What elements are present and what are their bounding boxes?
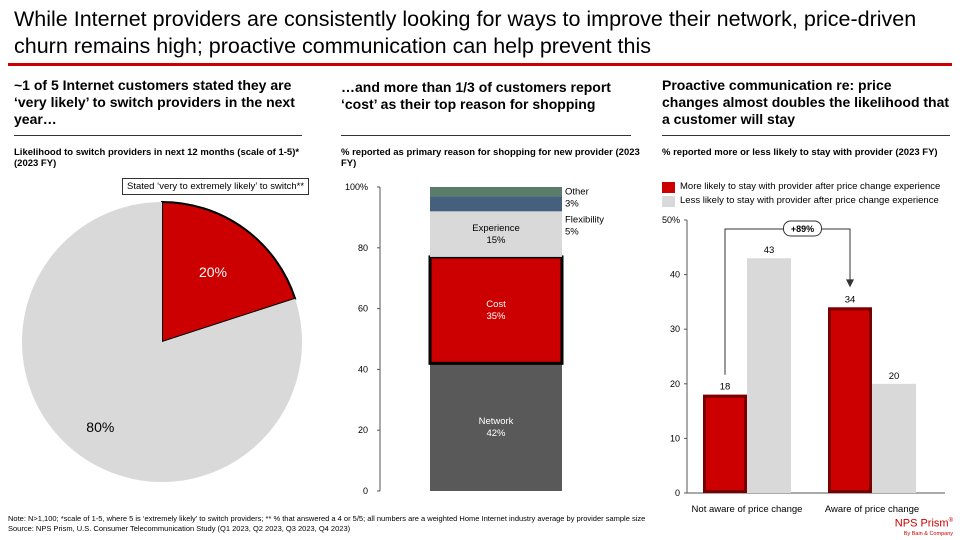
logo-mark: ®: [948, 518, 953, 524]
stack-value-other: 3%: [565, 199, 579, 210]
legend-item-more: More likely to stay with provider after …: [662, 180, 957, 194]
stack-name-cost: Cost: [486, 299, 506, 310]
stack-y-tick-4: 80: [358, 243, 368, 253]
group-bar-label-0-1: 34: [845, 294, 856, 305]
stack-value-cost: 35%: [486, 311, 506, 322]
annotation-text: +89%: [791, 224, 814, 234]
panel3-subtitle: % reported more or less likely to stay w…: [662, 147, 938, 158]
stack-y-tick-5: 100%: [345, 182, 368, 192]
legend-label-less: Less likely to stay with provider after …: [680, 195, 939, 206]
group-y-tick-5: 50%: [662, 215, 680, 225]
pie-label-0: 20%: [199, 264, 227, 280]
panel1-rule: [14, 135, 302, 136]
stack-name-flexibility: Flexibility: [565, 215, 604, 226]
panel2-heading: …and more than 1/3 of customers report ‘…: [341, 79, 611, 112]
panel2-subtitle: % reported as primary reason for shoppin…: [341, 147, 640, 169]
annotation-pill: [783, 220, 822, 237]
stack-name-other: Other: [565, 187, 589, 198]
panel3-heading: Proactive communication re: price change…: [662, 77, 950, 127]
group-y-tick-3: 30: [670, 324, 680, 334]
group-bar-less-0: [747, 258, 791, 493]
stack-name-network: Network: [479, 416, 514, 427]
group-bar-outline-0: [703, 394, 747, 493]
stack-value-flexibility: 5%: [565, 227, 579, 238]
pie-slice-gray: [22, 202, 303, 482]
stack-y-tick-2: 40: [358, 364, 368, 374]
stack-y-tick-1: 20: [358, 425, 368, 435]
logo-by: By Bain & Company: [903, 530, 953, 537]
stack-y-tick-3: 60: [358, 304, 368, 314]
pie-chart: 20% 80%: [22, 200, 303, 482]
footnote: Note: N>1,100; *scale of 1-5, where 5 is…: [8, 514, 858, 534]
group-bar-more-1: [828, 307, 872, 493]
nps-prism-logo: NPS Prism® By Bain & Company: [868, 515, 953, 538]
stack-seg-experience: [430, 211, 562, 257]
title-divider: [8, 63, 952, 66]
group-x-label-0: Not aware of price change: [692, 504, 803, 515]
group-bar-less-1: [872, 383, 916, 493]
footnote-note: Note: N>1,100; *scale of 1-5, where 5 is…: [8, 514, 646, 523]
annotation-arrowhead: [846, 279, 854, 288]
stack-name-experience: Experience: [472, 223, 520, 234]
group-x-label-1: Aware of price change: [825, 504, 919, 515]
group-bar-label-0-0: 18: [720, 382, 731, 393]
pie-slice-red: [161, 200, 297, 344]
grouped-bar-chart: 0 10 20 30 40 50% 18 43 Not aware of price chang…: [662, 215, 945, 515]
panel1-subtitle: Likelihood to switch providers in next 1…: [14, 147, 300, 169]
legend-swatch-gray: [662, 195, 675, 207]
group-y-tick-1: 10: [670, 433, 680, 443]
pie-label-1: 80%: [86, 419, 114, 435]
group-bar-label-1-1: 20: [889, 371, 900, 382]
stack-y-tick-0: 0: [363, 486, 368, 496]
group-bar-label-1-0: 43: [764, 245, 775, 256]
legend-swatch-red: [662, 181, 675, 193]
legend-label-more: More likely to stay with provider after …: [680, 181, 941, 192]
stack-seg-flexibility: [430, 196, 562, 212]
group-y-tick-0: 0: [675, 488, 680, 498]
group-bar-more-0: [703, 394, 747, 493]
panel3-rule: [662, 135, 950, 136]
logo-text: NPS Prism: [894, 517, 949, 530]
legend: More likely to stay with provider after …: [662, 180, 957, 208]
stack-value-experience: 15%: [486, 235, 506, 246]
stack-seg-cost: [430, 256, 562, 364]
slide-title: While Internet providers are consistentl…: [14, 7, 917, 58]
legend-item-less: Less likely to stay with provider after …: [662, 194, 957, 208]
group-bar-outline-1: [828, 307, 872, 493]
panel2-rule: [341, 135, 631, 136]
panel1-heading: ~1 of 5 Internet customers stated they a…: [14, 77, 295, 127]
stack-seg-network: [430, 363, 562, 491]
stack-value-network: 42%: [486, 428, 506, 439]
footnote-source: Source: NPS Prism, U.S. Consumer Telecom…: [8, 524, 351, 533]
stack-seg-other: [430, 187, 562, 197]
pie-callout: Stated ‘very to extremely likely’ to swi…: [122, 178, 310, 195]
group-y-tick-2: 20: [670, 379, 680, 389]
group-y-tick-4: 40: [670, 270, 680, 280]
